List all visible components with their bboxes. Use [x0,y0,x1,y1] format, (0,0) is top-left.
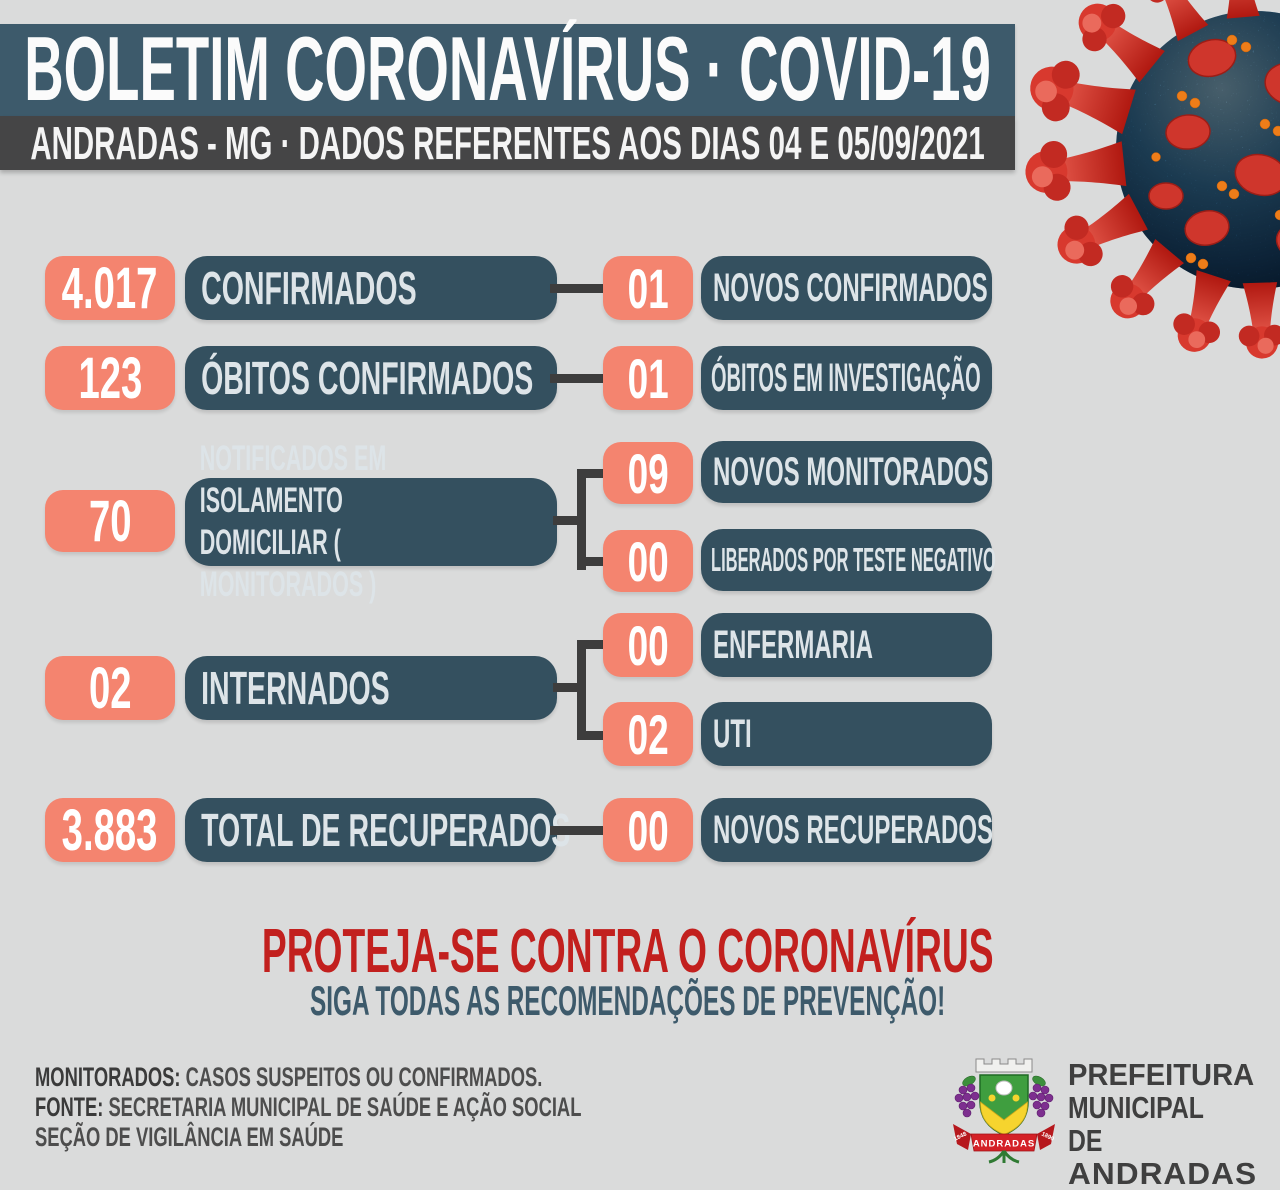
virus-surface-proteins [1148,38,1280,263]
stat-value: 3.883 [62,797,158,863]
subheader-bar: ANDRADAS - MG · DADOS REFERENTES AOS DIA… [0,116,1015,170]
ribbon-text: ANDRADAS [973,1139,1035,1150]
footer-text: CASOS SUSPEITOS OU CONFIRMADOS. [180,1062,543,1092]
footer-text: SECRETARIA MUNICIPAL DE SAÚDE E AÇÃO SOC… [103,1092,582,1122]
organization-wordmark: PREFEITURA MUNICIPAL DE ANDRADAS [1068,1058,1280,1190]
stat-value: 01 [627,346,669,410]
grapes-right [1028,1075,1054,1118]
footer-text: SEÇÃO DE VIGILÂNCIA EM SAÚDE [35,1122,344,1152]
connector-line [550,826,608,835]
stat-value-badge: 02 [603,702,693,766]
org-line: PREFEITURA [1068,1057,1255,1092]
connector-line [577,731,607,740]
coronavirus-icon [1022,0,1280,360]
coat-of-arms-icon: ANDRADAS 1848 1890 [953,1058,1055,1164]
connector-line [577,469,586,570]
connector-line [550,284,608,293]
footer-label: MONITORADOS: [35,1062,181,1092]
connector-line [550,374,608,383]
stat-label: ÓBITOS EM INVESTIGAÇÃO [711,355,981,400]
header-bar: BOLETIM CORONAVÍRUS · COVID-19 [0,19,1015,120]
prevention-subline: SIGA TODAS AS RECOMENDAÇÕES DE PREVENÇÃO… [310,977,946,1024]
ribbon-tail-left [953,1124,971,1150]
stat-label: NOTIFICADOS EM ISOLAMENTO DOMICILIAR ( M… [199,439,387,604]
crown-shape [975,1058,1033,1073]
stat-value-badge: 01 [603,256,693,320]
stat-label-pill: ÓBITOS CONFIRMADOS [185,346,557,410]
prevention-headline: PROTEJA-SE CONTRA O CORONAVÍRUS [262,917,994,986]
stat-value: 09 [627,441,669,505]
stat-value-badge: 09 [603,441,693,505]
stat-value-badge: 00 [603,529,693,593]
stat-label: LIBERADOS POR TESTE NEGATIVO [711,541,996,578]
page-title: BOLETIM CORONAVÍRUS · COVID-19 [24,19,991,120]
stat-value-badge: 4.017 [45,255,175,321]
stat-label-pill: CONFIRMADOS [185,256,557,320]
footer-notes: MONITORADOS: CASOS SUSPEITOS OU CONFIRMA… [35,1062,839,1152]
grapes-left [954,1075,980,1118]
stat-value: 02 [627,702,669,766]
stat-value: 01 [627,256,669,320]
stat-value: 123 [78,345,142,411]
stat-label-pill: ENFERMARIA [701,613,992,677]
ribbon-year-right: 1890 [1040,1131,1055,1143]
connector-line [577,469,607,478]
connector-line [577,640,607,649]
stat-label: NOVOS MONITORADOS [713,449,989,494]
footer-line-secao: SEÇÃO DE VIGILÂNCIA EM SAÚDE [35,1122,343,1152]
connector-line [553,516,585,525]
connector-line [553,683,585,692]
shield-charge [995,1080,1013,1096]
stat-label: ÓBITOS CONFIRMADOS [201,352,534,404]
stat-value-badge: 02 [45,655,175,721]
footer-line-fonte: FONTE: SECRETARIA MUNICIPAL DE SAÚDE E A… [35,1092,581,1122]
org-line: MUNICIPAL DE [1068,1090,1204,1158]
stat-label: TOTAL DE RECUPERADOS [201,804,571,856]
stat-value: 00 [627,798,669,862]
stat-label-pill: UTI [701,702,992,766]
stat-value-badge: 00 [603,613,693,677]
stat-label-pill: TOTAL DE RECUPERADOS [185,798,570,862]
stat-value-badge: 70 [45,488,175,554]
stat-label: INTERNADOS [201,662,390,714]
stat-value: 70 [88,488,132,554]
stat-value: 02 [88,655,132,721]
virus-sphere [1116,11,1280,289]
stat-value-badge: 01 [603,346,693,410]
ribbon-year-left: 1848 [953,1131,968,1143]
org-line: ANDRADAS [1068,1156,1258,1190]
footer-line-monitorados: MONITORADOS: CASOS SUSPEITOS OU CONFIRMA… [35,1062,542,1092]
connector-line [577,557,607,566]
footer-label: FONTE: [35,1092,104,1122]
ribbon-band [970,1133,1038,1152]
virus-orange-dots [1151,34,1280,270]
ribbon-tail-right [1037,1124,1055,1150]
stat-label-pill: INTERNADOS [185,656,557,720]
stat-label: NOVOS RECUPERADOS [713,807,994,852]
stat-value-badge: 00 [603,798,693,862]
stat-label-pill: NOVOS CONFIRMADOS [701,256,992,320]
stat-label-pill: NOTIFICADOS EM ISOLAMENTO DOMICILIAR ( M… [185,439,557,604]
stat-label: NOVOS CONFIRMADOS [713,265,988,310]
stat-value: 4.017 [62,255,158,321]
connector-line [577,640,586,740]
stat-label-pill: NOVOS MONITORADOS [701,441,992,503]
stat-label: UTI [713,711,752,756]
stat-value: 00 [627,613,669,677]
stat-value: 00 [627,529,669,593]
stat-label-pill: LIBERADOS POR TESTE NEGATIVO [701,529,996,591]
shield-base [980,1101,1028,1135]
crest-stem [988,1150,1020,1164]
stat-label-pill: NOVOS RECUPERADOS [701,798,994,862]
page-subtitle: ANDRADAS - MG · DADOS REFERENTES AOS DIA… [30,117,985,169]
stat-label-pill: ÓBITOS EM INVESTIGAÇÃO [701,346,992,410]
stat-value-badge: 3.883 [45,797,175,863]
stat-value-badge: 123 [45,345,175,411]
stat-label: CONFIRMADOS [201,262,417,314]
stat-label: ENFERMARIA [713,622,874,667]
